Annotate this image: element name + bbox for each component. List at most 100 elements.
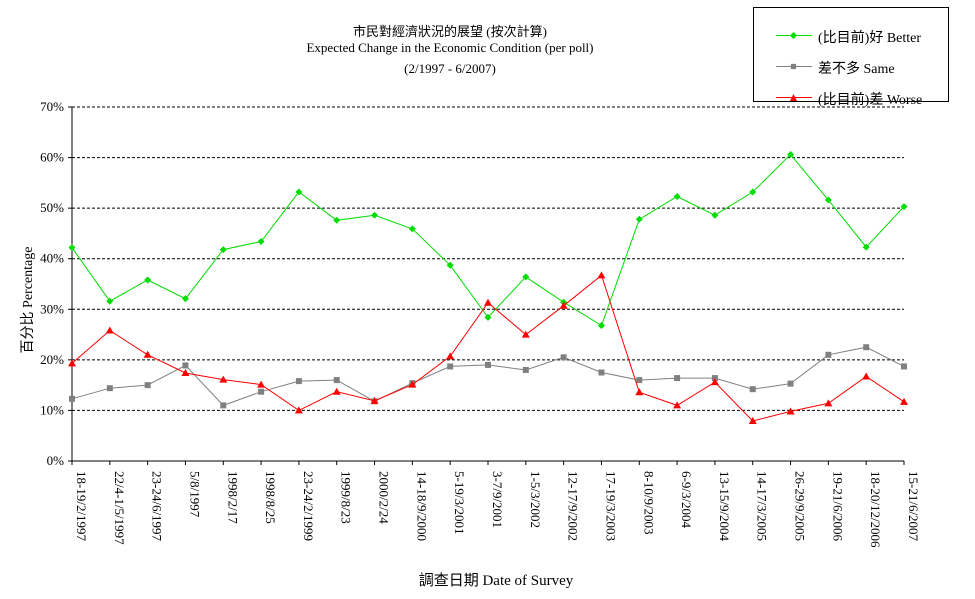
data-point [825,351,832,358]
data-point [69,395,75,402]
legend-item-same: 差不多 Same [754,57,950,77]
x-tick-label: 19-21/6/2006 [830,471,845,542]
series-line [71,346,905,406]
data-point [786,407,795,415]
chart-subtitle: Expected Change in the Economic Conditio… [306,40,594,55]
series-better [68,151,908,329]
data-point [635,215,643,223]
data-point [710,378,719,386]
data-point [485,361,491,368]
data-point [220,402,227,409]
data-point [711,375,718,382]
data-point [862,372,871,380]
x-tick-label: 14-18/9/2000 [414,471,429,541]
x-tick-label: 1998/2/17 [225,471,240,524]
data-point [560,354,567,361]
data-point [863,344,870,351]
chart-title: 市民對經濟狀況的展望 (按次計算) [353,24,547,39]
y-tick-label: 0% [47,453,65,468]
triangle-marker-icon [790,94,797,101]
x-tick-label: 23-24/2/1999 [301,471,316,541]
data-point [219,375,228,383]
legend-item-better: (比目前)好 Better [754,26,950,46]
data-point [294,406,303,414]
y-tick-label: 50% [40,200,64,215]
x-tick-label: 17-19/3/2003 [603,471,618,541]
data-point [787,151,795,159]
data-point [181,295,189,303]
x-tick-label: 23-24/6/1997 [150,471,165,542]
series-line [71,274,905,422]
x-tick-label: 15-21/6/2007 [906,471,921,542]
data-point [749,188,757,196]
data-point [408,225,416,233]
data-point [333,216,341,224]
data-point [711,211,719,219]
x-tick-label: 6-9/3/2004 [679,471,694,529]
data-point [748,417,757,425]
data-point [182,362,189,369]
series-worse [68,271,908,425]
square-marker-icon [790,63,797,70]
data-point [143,350,152,358]
chart-period: (2/1997 - 6/2007) [404,61,496,76]
data-point [68,244,76,252]
legend-label: (比目前)差 Worse [818,93,923,108]
legend-item-worse: (比目前)差 Worse [754,88,950,108]
legend-label: 差不多 Same [818,62,895,77]
data-point [257,238,265,246]
x-tick-label: 5-19/3/2001 [452,471,467,535]
y-tick-label: 20% [40,352,64,367]
x-tick-label: 26-29/9/2005 [793,471,808,541]
data-point [447,363,454,370]
tick-labels: 0% 10% 20% 30% 40% 50% 60% 70% 18-19/2/1997 22/4-… [40,99,921,548]
data-point [559,301,568,309]
data-point [408,380,417,388]
data-point [295,188,303,196]
data-point [332,387,341,395]
data-point [295,378,302,385]
data-point [900,203,908,211]
data-point [106,297,114,305]
data-point [636,377,643,384]
x-tick-label: 22/4-1/5/1997 [112,471,127,545]
y-tick-label: 60% [40,150,64,165]
diamond-marker-icon [790,32,797,39]
x-tick-label: 14-17/3/2005 [755,471,770,541]
y-axis-label: 百分比 Percentage [20,247,36,354]
gridlines [72,106,904,411]
data-point [522,273,530,281]
data-point [598,369,605,376]
data-point [901,363,907,370]
y-tick-label: 70% [40,99,64,114]
legend: (比目前)好 Better 差不多 Same (比目前)差 Worse [753,7,950,108]
series-layer [68,151,908,425]
data-point [446,352,455,360]
data-point [144,382,151,389]
data-point [370,396,379,404]
data-point [371,211,379,219]
data-point [258,388,265,395]
data-point [674,375,681,382]
data-point [862,243,870,251]
data-point [144,276,152,284]
data-point [522,366,529,373]
data-point [446,261,454,269]
x-tick-label: 1-5/3/2002 [528,471,543,528]
x-tick-label: 12-17/9/2002 [566,471,581,541]
x-tick-label: 13-15/9/2004 [717,471,732,542]
data-point [824,399,833,407]
axes [68,106,905,465]
x-tick-label: 1999/8/23 [339,471,354,524]
y-tick-label: 40% [40,251,64,266]
legend-label: (比目前)好 Better [818,31,922,46]
x-tick-label: 2000/2/24 [377,471,392,524]
x-tick-label: 5/8/1997 [187,471,202,518]
x-tick-label: 8-10/9/2003 [641,471,656,535]
data-point [219,246,227,254]
data-point [900,397,908,405]
data-point [824,196,832,204]
data-point [68,359,76,367]
data-point [787,380,794,387]
